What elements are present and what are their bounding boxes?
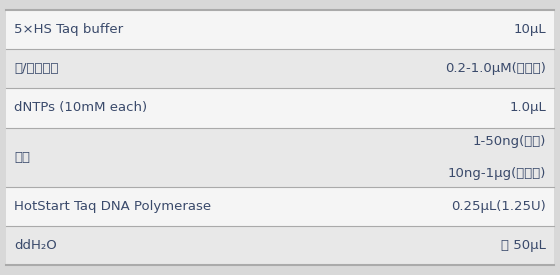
Text: 0.25μL(1.25U): 0.25μL(1.25U)	[451, 200, 546, 213]
Text: 至 50μL: 至 50μL	[501, 239, 546, 252]
Text: 1-50ng(质粒): 1-50ng(质粒)	[473, 135, 546, 148]
Text: 5×HS Taq buffer: 5×HS Taq buffer	[14, 23, 123, 36]
Text: 10μL: 10μL	[514, 23, 546, 36]
Text: ddH₂O: ddH₂O	[14, 239, 57, 252]
Text: dNTPs (10mM each): dNTPs (10mM each)	[14, 101, 147, 114]
Text: 0.2-1.0μM(终浓度): 0.2-1.0μM(终浓度)	[445, 62, 546, 75]
Bar	[6, 88, 554, 128]
Text: HotStart Taq DNA Polymerase: HotStart Taq DNA Polymerase	[14, 200, 211, 213]
Bar	[6, 226, 554, 265]
Bar	[6, 10, 554, 49]
Bar	[6, 187, 554, 226]
Bar	[6, 49, 554, 88]
Bar	[6, 128, 554, 187]
Text: 模板: 模板	[14, 151, 30, 164]
Text: 上/下游引物: 上/下游引物	[14, 62, 58, 75]
Text: 1.0μL: 1.0μL	[509, 101, 546, 114]
Text: 10ng-1μg(基因组): 10ng-1μg(基因组)	[447, 167, 546, 180]
